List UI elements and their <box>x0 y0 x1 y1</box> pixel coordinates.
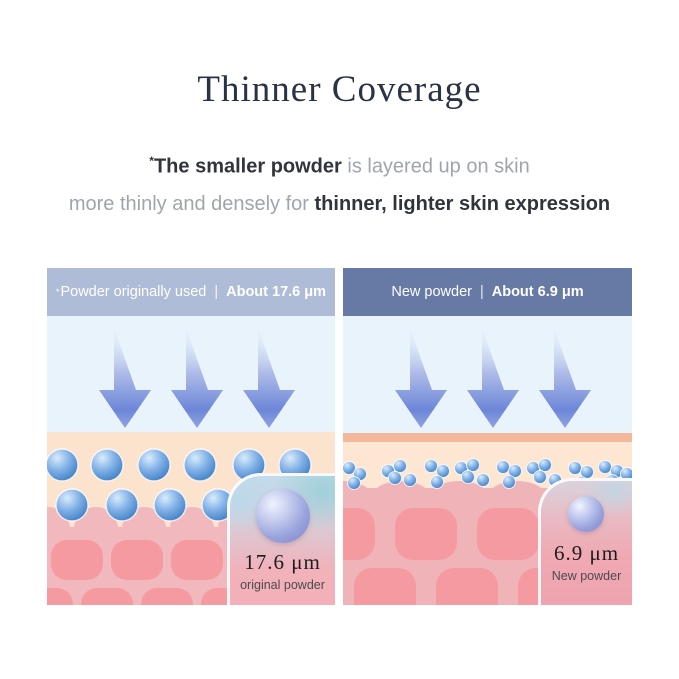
powder-particle <box>508 464 522 478</box>
powder-particle <box>568 461 582 475</box>
powder-particle <box>153 488 187 522</box>
powder-particle <box>424 459 438 473</box>
down-arrow-icon <box>539 328 591 428</box>
new-powder-callout: 6.9 μm New powder <box>538 478 632 605</box>
header-label: New powder <box>391 284 472 300</box>
callout-label: original powder <box>240 578 325 592</box>
down-arrow-icon <box>171 328 223 428</box>
callout-label: New powder <box>551 569 622 583</box>
powder-particle <box>436 464 450 478</box>
subtitle-line1: *The smaller powder is layered up on ski… <box>0 143 679 186</box>
subtitle: *The smaller powder is layered up on ski… <box>0 143 679 223</box>
powder-particle <box>461 470 475 484</box>
powder-particle <box>476 473 490 487</box>
header-label: Powder originally used <box>60 284 207 300</box>
powder-particle <box>347 476 361 490</box>
powder-particle <box>90 448 124 482</box>
small-powder-particles <box>343 458 632 490</box>
header-asterisk: * <box>55 287 60 297</box>
surface-film <box>343 433 632 442</box>
powder-sphere-icon <box>568 496 604 532</box>
callout-size: 17.6 μm <box>244 550 321 574</box>
subtitle-rest: is layered up on skin <box>341 155 530 178</box>
panel-original-powder: * Powder originally used | About 17.6 μm <box>47 268 335 605</box>
header-value: About 6.9 μm <box>491 284 584 300</box>
down-arrow-icon <box>467 328 519 428</box>
powder-particle <box>430 475 444 489</box>
powder-sphere-icon <box>256 489 310 543</box>
header-separator: | <box>214 284 219 300</box>
powder-particle <box>105 488 139 522</box>
powder-particle <box>343 461 356 475</box>
header-value: About 17.6 μm <box>226 284 327 300</box>
subtitle-emphasis-2: thinner, lighter skin expression <box>314 192 611 215</box>
powder-particle <box>502 475 516 489</box>
powder-particle <box>183 448 217 482</box>
subtitle-emphasis: The smaller powder <box>153 155 342 178</box>
panel-new-powder: New powder | About 6.9 μm <box>343 268 632 605</box>
powder-particle <box>538 458 552 472</box>
header-separator: | <box>479 284 484 300</box>
panel-new-header: New powder | About 6.9 μm <box>343 268 632 316</box>
powder-particle <box>496 460 510 474</box>
powder-particle <box>403 473 417 487</box>
original-powder-illustration: 17.6 μm original powder <box>47 316 335 605</box>
powder-particle <box>47 448 79 482</box>
down-arrow-icon <box>99 328 151 428</box>
callout-size: 6.9 μm <box>553 541 620 565</box>
powder-particle <box>388 471 402 485</box>
down-arrow-icon <box>243 328 295 428</box>
original-powder-callout: 17.6 μm original powder <box>227 473 335 605</box>
page-title: Thinner Coverage <box>197 69 482 110</box>
footnote-asterisk: * <box>149 154 154 168</box>
powder-particle <box>466 458 480 472</box>
subtitle-line2: more thinly and densely for thinner, lig… <box>0 186 679 223</box>
down-arrow-icons <box>395 328 591 428</box>
powder-particle <box>55 488 89 522</box>
down-arrow-icon <box>395 328 447 428</box>
powder-particle <box>393 459 407 473</box>
powder-particle <box>533 470 547 484</box>
panel-original-header: * Powder originally used | About 17.6 μm <box>47 268 335 316</box>
down-arrow-icons <box>99 328 295 428</box>
subtitle-light: more thinly and densely for <box>68 192 315 215</box>
new-powder-illustration: 6.9 μm New powder <box>343 316 632 605</box>
powder-particle <box>137 448 171 482</box>
powder-particle <box>598 460 612 474</box>
